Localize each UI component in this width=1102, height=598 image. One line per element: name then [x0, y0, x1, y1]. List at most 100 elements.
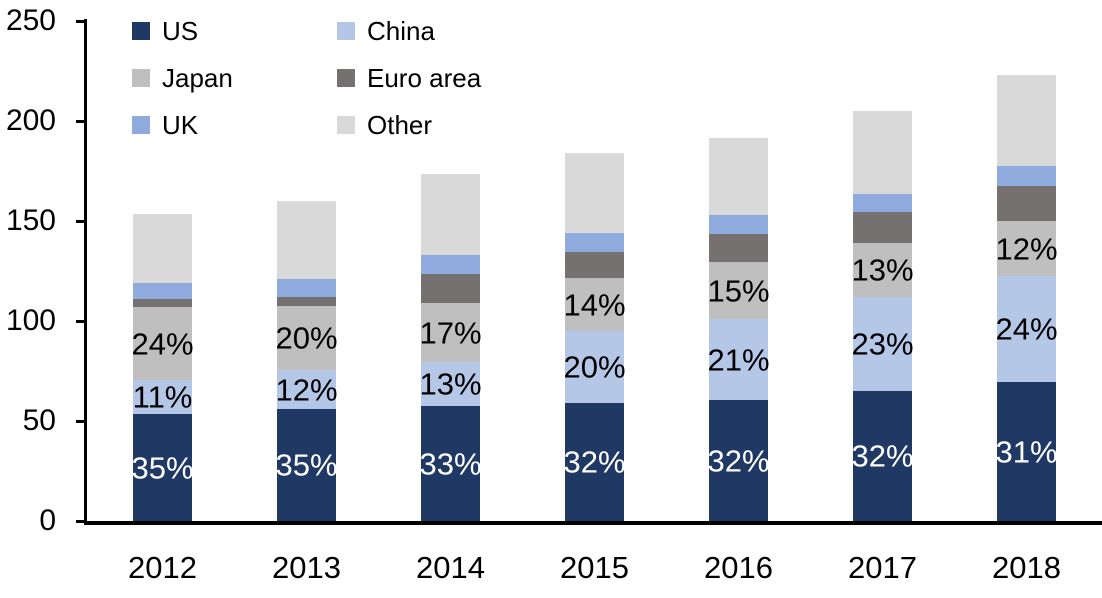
- y-tick-mark: [76, 520, 85, 523]
- bar-segment-euro-area-2017: [853, 212, 912, 243]
- bar-segment-china-2014: [421, 362, 480, 406]
- legend-label: Other: [367, 110, 433, 140]
- bar-segment-other-2016: [709, 138, 768, 215]
- y-tick-label: 0: [39, 504, 56, 537]
- segment-percent-label: 13%: [851, 252, 914, 288]
- y-tick-mark: [76, 220, 85, 223]
- bar-segment-japan-2015: [565, 278, 624, 331]
- y-tick-mark: [76, 320, 85, 323]
- x-axis-label-2018: 2018: [992, 550, 1061, 585]
- segment-percent-label: 23%: [851, 326, 914, 362]
- bar-segment-uk-2013: [277, 279, 336, 297]
- legend-item-other: Other: [337, 110, 481, 140]
- bar-segment-japan-2013: [277, 306, 336, 370]
- segment-percent-label: 31%: [995, 434, 1058, 469]
- bar-segment-euro-area-2018: [997, 186, 1056, 221]
- y-axis-line: [84, 19, 87, 525]
- x-axis-label-2014: 2014: [416, 550, 485, 585]
- bar-segment-other-2012: [133, 214, 192, 283]
- legend-swatch-icon: [132, 116, 150, 134]
- segment-percent-label: 32%: [563, 444, 626, 480]
- bar-segment-uk-2015: [565, 233, 624, 252]
- bar-segment-china-2018: [997, 276, 1056, 382]
- legend-label: China: [367, 16, 435, 46]
- legend-label: Japan: [162, 63, 233, 93]
- legend-item-japan: Japan: [132, 63, 337, 93]
- segment-percent-label: 24%: [131, 326, 194, 361]
- bar-segment-china-2016: [709, 319, 768, 400]
- legend-label: UK: [162, 110, 199, 140]
- bar-segment-euro-area-2014: [421, 274, 480, 303]
- bar-segment-china-2013: [277, 370, 336, 409]
- y-tick-label: 50: [22, 404, 56, 437]
- bar-segment-china-2017: [853, 297, 912, 391]
- bar-segment-euro-area-2016: [709, 234, 768, 262]
- bar-segment-other-2018: [997, 75, 1056, 166]
- bar-segment-china-2015: [565, 331, 624, 403]
- bar-segment-other-2017: [853, 111, 912, 194]
- bar-segment-us-2015: [565, 403, 624, 521]
- bar-segment-us-2017: [853, 391, 912, 521]
- segment-percent-label: 24%: [995, 311, 1058, 347]
- y-tick-mark: [76, 20, 85, 23]
- segment-percent-label: 20%: [275, 320, 338, 356]
- legend: US China Japan Euro area UK Other: [132, 16, 482, 140]
- y-tick-mark: [76, 120, 85, 123]
- bar-segment-euro-area-2015: [565, 252, 624, 278]
- legend-item-euro-area: Euro area: [337, 63, 482, 93]
- x-axis-label-2017: 2017: [848, 550, 917, 585]
- legend-swatch-icon: [337, 22, 355, 40]
- x-axis-label-2016: 2016: [704, 550, 773, 585]
- segment-percent-label: 35%: [275, 447, 338, 483]
- y-tick-label: 250: [5, 4, 56, 37]
- y-tick-mark: [76, 420, 85, 423]
- legend-swatch-icon: [337, 116, 355, 134]
- bar-segment-us-2014: [421, 406, 480, 521]
- bar-segment-other-2014: [421, 174, 480, 255]
- x-axis-label-2012: 2012: [128, 550, 197, 585]
- bar-segment-us-2013: [277, 409, 336, 521]
- segment-percent-label: 21%: [707, 342, 770, 377]
- bar-segment-uk-2014: [421, 255, 480, 274]
- bar-segment-us-2016: [709, 400, 768, 521]
- bar-segment-japan-2017: [853, 243, 912, 297]
- y-tick-label: 150: [5, 204, 56, 237]
- legend-item-china: China: [337, 16, 481, 46]
- y-tick-label: 100: [5, 304, 56, 337]
- bar-segment-japan-2016: [709, 262, 768, 319]
- segment-percent-label: 35%: [131, 450, 194, 485]
- segment-percent-label: 12%: [995, 231, 1058, 266]
- bar-segment-uk-2018: [997, 166, 1056, 186]
- segment-percent-label: 12%: [275, 372, 338, 407]
- legend-swatch-icon: [132, 69, 150, 87]
- legend-label: US: [162, 16, 199, 46]
- bar-segment-japan-2012: [133, 307, 192, 380]
- bar-segment-other-2015: [565, 153, 624, 233]
- bar-segment-china-2012: [133, 380, 192, 414]
- segment-percent-label: 13%: [419, 366, 482, 402]
- segment-percent-label: 14%: [563, 287, 626, 322]
- segment-percent-label: 32%: [851, 438, 914, 474]
- segment-percent-label: 33%: [419, 446, 482, 481]
- segment-percent-label: 11%: [132, 379, 193, 415]
- bar-segment-uk-2016: [709, 215, 768, 234]
- legend-swatch-icon: [132, 22, 150, 40]
- x-axis-label-2013: 2013: [272, 550, 341, 585]
- bar-segment-uk-2012: [133, 283, 192, 299]
- bar-segment-japan-2018: [997, 221, 1056, 276]
- x-axis-line: [84, 521, 1102, 525]
- bar-segment-other-2013: [277, 201, 336, 279]
- bar-segment-euro-area-2012: [133, 299, 192, 307]
- bar-segment-euro-area-2013: [277, 297, 336, 306]
- legend-swatch-icon: [337, 69, 355, 87]
- bar-segment-japan-2014: [421, 303, 480, 362]
- bar-segment-us-2018: [997, 382, 1056, 521]
- legend-item-uk: UK: [132, 110, 337, 140]
- legend-label: Euro area: [367, 63, 482, 93]
- segment-percent-label: 32%: [707, 443, 770, 478]
- segment-percent-label: 17%: [419, 315, 482, 350]
- bar-segment-us-2012: [133, 414, 192, 521]
- segment-percent-label: 15%: [707, 273, 770, 308]
- bar-segment-uk-2017: [853, 194, 912, 212]
